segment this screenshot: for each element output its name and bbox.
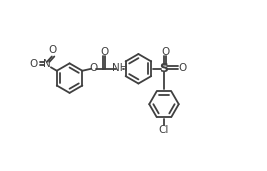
Text: NH: NH <box>112 63 127 73</box>
Text: O: O <box>90 63 98 73</box>
Text: S: S <box>159 62 168 75</box>
Text: O: O <box>49 45 57 55</box>
Text: N: N <box>43 59 51 69</box>
Text: O: O <box>29 59 37 69</box>
Text: Cl: Cl <box>159 125 169 135</box>
Text: O: O <box>178 63 186 73</box>
Text: O: O <box>100 47 108 57</box>
Text: O: O <box>161 47 169 57</box>
